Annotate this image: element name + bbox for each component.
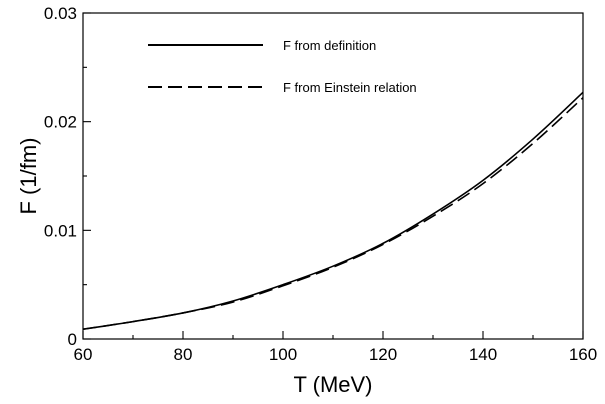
y-axis-title: F (1/fm) bbox=[16, 138, 41, 215]
x-tick-label: 160 bbox=[569, 345, 597, 364]
y-tick-label: 0.02 bbox=[44, 113, 77, 132]
series-line-einstein bbox=[82, 97, 584, 331]
series-lines bbox=[82, 91, 584, 331]
legend-label-definition: F from definition bbox=[283, 38, 376, 53]
x-tick-label: 120 bbox=[369, 345, 397, 364]
y-tick-label: 0.03 bbox=[44, 4, 77, 23]
series-line-definition bbox=[82, 91, 584, 331]
x-tick-label: 60 bbox=[74, 345, 93, 364]
y-tick-label: 0.01 bbox=[44, 221, 77, 240]
x-axis-title: T (MeV) bbox=[293, 372, 372, 397]
x-tick-label: 100 bbox=[269, 345, 297, 364]
axis-ticks bbox=[82, 12, 584, 340]
plot-frame bbox=[82, 12, 584, 340]
y-tick-label: 0 bbox=[68, 330, 77, 349]
x-tick-label: 80 bbox=[174, 345, 193, 364]
legend: F from definition F from Einstein relati… bbox=[148, 38, 417, 95]
x-tick-label: 140 bbox=[469, 345, 497, 364]
legend-label-einstein: F from Einstein relation bbox=[283, 80, 417, 95]
axis-tick-labels: 60 80 100 120 140 160 0 0.01 0.02 0.03 bbox=[44, 4, 597, 364]
